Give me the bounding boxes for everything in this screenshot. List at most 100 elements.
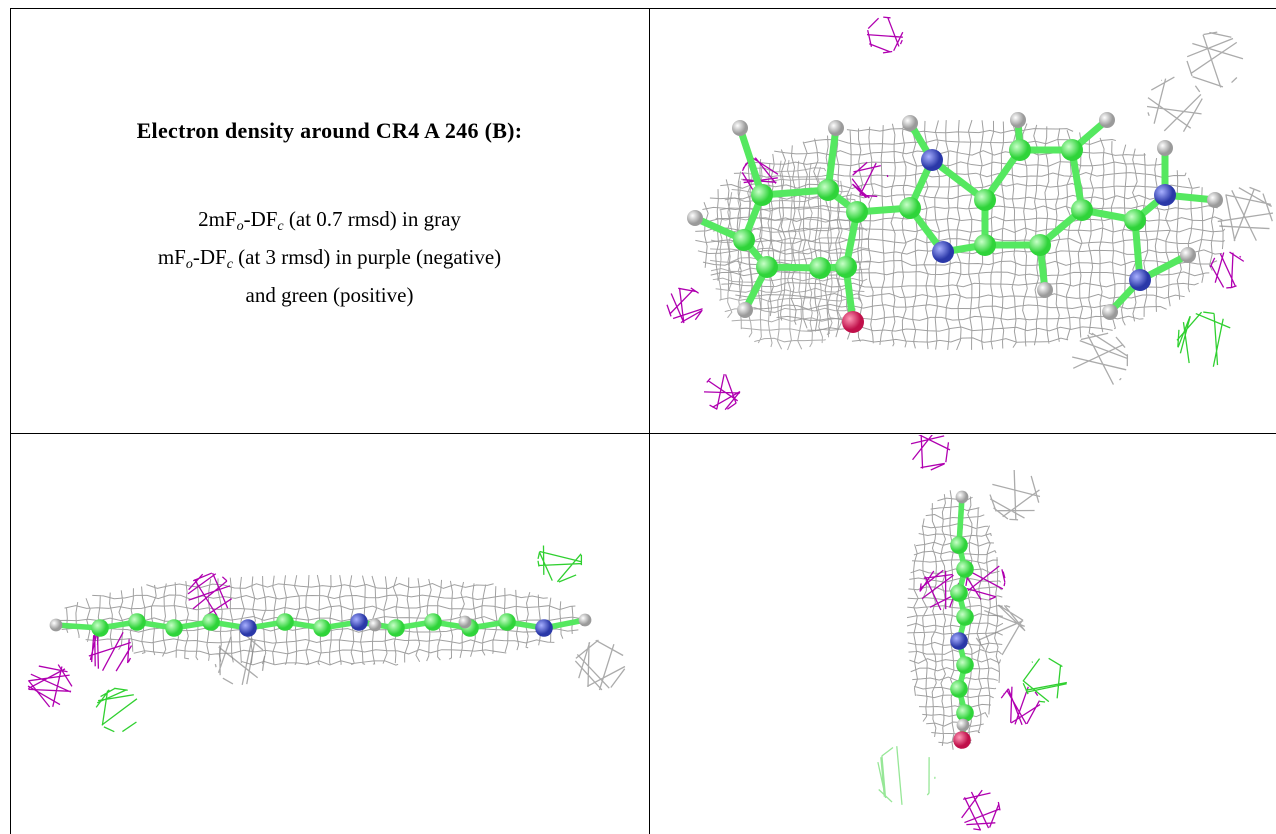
atom [956, 704, 974, 722]
atom [1071, 199, 1093, 221]
difference-density [1217, 186, 1274, 242]
difference-density [877, 746, 936, 805]
difference-density [1146, 76, 1203, 133]
atom [974, 189, 996, 211]
atom [1029, 234, 1051, 256]
atom [1157, 140, 1173, 156]
difference-density [961, 789, 1001, 831]
subscript: o [185, 257, 193, 272]
atom [956, 560, 974, 578]
legend-text: mF [157, 245, 186, 269]
difference-density [851, 161, 889, 199]
atom [1099, 112, 1115, 128]
atom [91, 619, 109, 637]
atom [733, 229, 755, 251]
bond [928, 156, 989, 204]
atom [950, 584, 968, 602]
atom [1207, 192, 1223, 208]
atom [950, 632, 968, 650]
title: Electron density around CR4 A 246 (B): [136, 118, 523, 143]
atom [239, 619, 257, 637]
atom [1129, 269, 1151, 291]
atom [950, 680, 968, 698]
atom [955, 490, 969, 504]
legend-text: and green (positive) [245, 283, 414, 307]
difference-density [27, 664, 73, 708]
density-view-top [877, 435, 1067, 831]
atom [974, 234, 996, 256]
atom [49, 618, 63, 632]
difference-density [989, 469, 1041, 521]
atom [956, 656, 974, 674]
difference-density [866, 16, 904, 54]
atom [817, 179, 839, 201]
atom [687, 210, 703, 226]
atom [458, 615, 472, 629]
atom [368, 618, 382, 632]
legend-text: -DF [243, 207, 278, 231]
difference-density [1022, 657, 1067, 703]
density-view-front [666, 16, 1274, 411]
difference-density [95, 687, 138, 733]
atom [756, 256, 778, 278]
difference-density [1176, 311, 1231, 367]
atom [1180, 247, 1196, 263]
atom [165, 619, 183, 637]
atom [1037, 282, 1053, 298]
density-mesh [695, 119, 1226, 351]
atom [1124, 209, 1146, 231]
atom [842, 311, 864, 333]
atom [387, 619, 405, 637]
atom [953, 731, 971, 749]
atom [1102, 304, 1118, 320]
legend-text: -DF [192, 245, 227, 269]
difference-density [1072, 332, 1129, 385]
atom [535, 619, 553, 637]
subscript: c [277, 219, 284, 234]
atom [350, 613, 368, 631]
bond [736, 124, 766, 199]
atom [751, 184, 773, 206]
atom [835, 256, 857, 278]
legend-line: mFo-DFc (at 3 rmsd) in purple (negative) [10, 245, 649, 273]
atom [846, 201, 868, 223]
difference-density [187, 572, 233, 617]
density-view-side [27, 545, 626, 733]
subscript: o [236, 219, 244, 234]
atom [732, 120, 748, 136]
atom [956, 718, 970, 732]
difference-density [88, 631, 133, 672]
legend-line: and green (positive) [10, 283, 649, 308]
atom [809, 257, 831, 279]
difference-density [1209, 251, 1245, 289]
difference-density [910, 435, 951, 471]
atom [202, 613, 220, 631]
atom [932, 241, 954, 263]
difference-density [1000, 686, 1041, 726]
difference-density [214, 635, 266, 686]
difference-density [975, 604, 1026, 656]
atom [921, 149, 943, 171]
atom [1154, 184, 1176, 206]
atom [276, 613, 294, 631]
difference-density [1186, 31, 1244, 88]
difference-density [574, 639, 626, 691]
atom [424, 613, 442, 631]
atom [1061, 139, 1083, 161]
difference-density [666, 287, 703, 324]
atom [313, 619, 331, 637]
atom [128, 613, 146, 631]
legend-text: (at 0.7 rmsd) in gray [283, 207, 461, 231]
bond [758, 186, 832, 199]
atom [737, 302, 753, 318]
atom [578, 613, 592, 627]
atom [498, 613, 516, 631]
atom [902, 115, 918, 131]
atom [956, 608, 974, 626]
atom [899, 197, 921, 219]
atom [1009, 139, 1031, 161]
difference-density [703, 373, 741, 411]
atom [1010, 112, 1026, 128]
